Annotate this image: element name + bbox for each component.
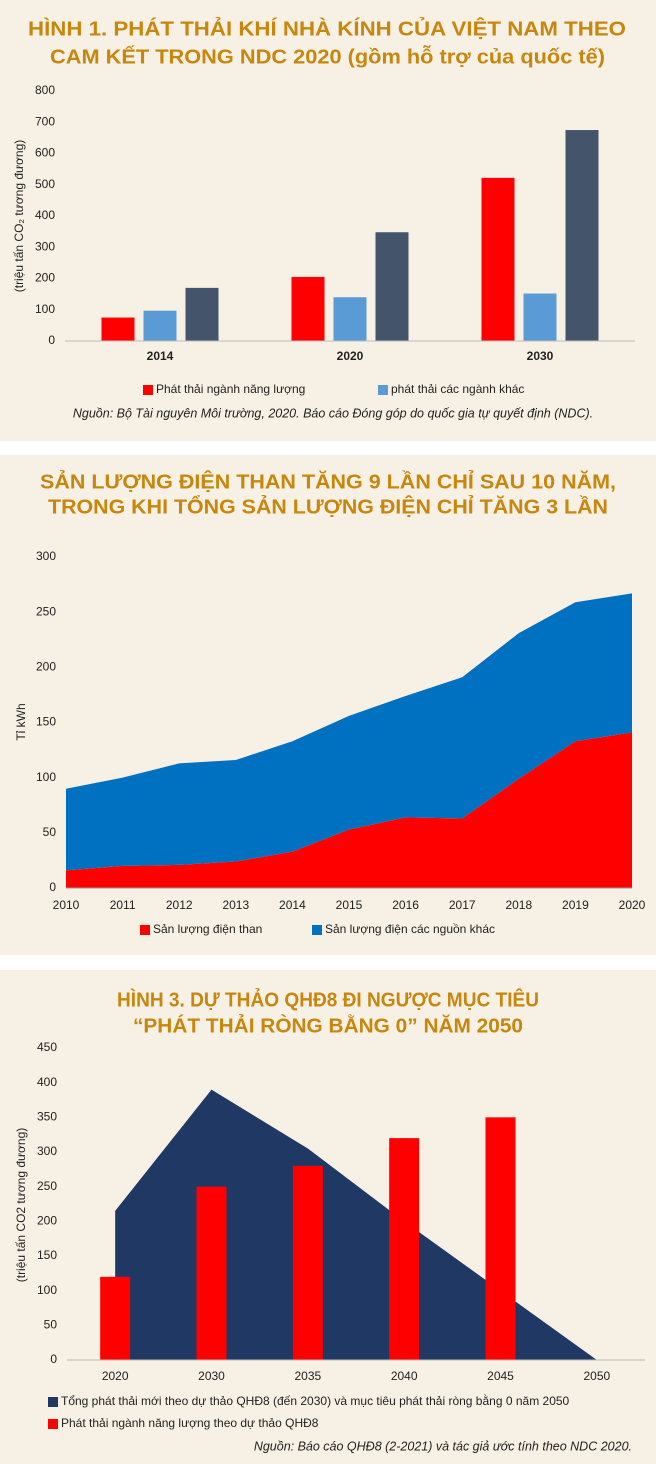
legend-label: Sản lượng điện than <box>153 922 262 936</box>
y-tick-label: 450 <box>37 1040 57 1054</box>
area <box>66 732 632 888</box>
y-axis-label: (triệu tấn CO2 tương đương) <box>14 1128 28 1283</box>
y-tick-label: 0 <box>50 1352 57 1366</box>
bar <box>375 232 409 341</box>
bar <box>185 287 219 341</box>
legend-label: Phát thải ngành năng lượng <box>156 382 305 396</box>
y-axis-label: Tỉ kWh <box>14 703 28 740</box>
area <box>115 1089 597 1360</box>
y-tick-label: 700 <box>35 114 55 128</box>
area <box>66 593 632 871</box>
y-tick-label: 100 <box>35 302 55 316</box>
bar <box>389 1138 420 1360</box>
chart-title: HÌNH 1. PHÁT THẢI KHÍ NHÀ KÍNH CỦA VIỆT … <box>28 16 626 40</box>
chart-title: TRONG KHI TỔNG SẢN LƯỢNG ĐIỆN CHỈ TĂNG 3… <box>48 494 608 518</box>
y-axis-label: (triệu tấn CO₂ tương đương) <box>12 140 26 293</box>
bar <box>101 317 135 341</box>
bar <box>485 1117 516 1360</box>
x-tick-label: 2010 <box>53 898 80 912</box>
x-tick-label: 2050 <box>583 1369 610 1383</box>
y-tick-label: 400 <box>37 1075 57 1089</box>
bar <box>291 276 325 341</box>
y-tick-label: 800 <box>35 83 55 97</box>
y-tick-label: 0 <box>48 333 55 347</box>
x-tick-label: 2018 <box>505 898 532 912</box>
legend-swatch <box>312 925 322 935</box>
y-tick-label: 300 <box>37 1144 57 1158</box>
x-tick-label: 2015 <box>336 898 363 912</box>
x-tick-label: 2020 <box>102 1369 129 1383</box>
y-tick-label: 200 <box>35 271 55 285</box>
chart-title: CAM KẾT TRONG NDC 2020 (gồm hỗ trợ của q… <box>50 44 605 68</box>
legend-swatch <box>378 385 388 395</box>
y-tick-label: 150 <box>37 1248 57 1262</box>
x-tick-label: 2011 <box>110 898 136 912</box>
legend-swatch <box>143 385 153 395</box>
y-tick-label: 300 <box>36 549 56 563</box>
x-tick-label: 2040 <box>391 1369 418 1383</box>
y-tick-label: 600 <box>35 146 55 160</box>
x-tick-label: 2014 <box>147 349 174 363</box>
y-tick-label: 300 <box>35 239 55 253</box>
chart-title: “PHÁT THẢI RÒNG BẰNG 0” NĂM 2050 <box>133 1013 523 1037</box>
x-tick-label: 2017 <box>449 898 476 912</box>
bar <box>100 1276 131 1360</box>
chart-title: HÌNH 3. DỰ THẢO QHĐ8 ĐI NGƯỢC MỤC TIÊU <box>117 987 539 1011</box>
x-tick-label: 2014 <box>279 898 306 912</box>
y-tick-label: 100 <box>37 1283 57 1297</box>
legend-swatch <box>140 925 150 935</box>
source-note: Nguồn: Báo cáo QHĐ8 (2-2021) và tác giả … <box>254 1439 632 1453</box>
bar <box>333 297 367 341</box>
x-tick-label: 2013 <box>222 898 249 912</box>
y-tick-label: 50 <box>43 825 57 839</box>
legend-label: phát thải các ngành khác <box>391 382 524 396</box>
legend-label: Tổng phát thải mới theo dự thảo QHĐ8 (đế… <box>61 1393 570 1408</box>
x-tick-label: 2035 <box>294 1369 321 1383</box>
bar <box>143 310 177 341</box>
panel <box>0 0 656 441</box>
x-tick-label: 2020 <box>337 349 364 363</box>
legend-label: Sản lượng điện các nguồn khác <box>325 922 495 936</box>
legend-swatch <box>48 1419 58 1429</box>
y-tick-label: 250 <box>37 1179 57 1193</box>
x-tick-label: 2012 <box>166 898 193 912</box>
y-tick-label: 50 <box>44 1318 58 1332</box>
y-tick-label: 150 <box>36 715 56 729</box>
y-tick-label: 500 <box>35 177 55 191</box>
bar <box>481 177 515 341</box>
x-tick-label: 2045 <box>487 1369 514 1383</box>
y-tick-label: 350 <box>37 1110 57 1124</box>
x-tick-label: 2030 <box>198 1369 225 1383</box>
x-tick-label: 2020 <box>619 898 646 912</box>
bar <box>523 293 557 341</box>
bar <box>565 130 599 341</box>
legend-label: Phát thải ngành năng lượng theo dự thảo … <box>61 1416 319 1430</box>
x-tick-label: 2030 <box>527 349 554 363</box>
y-tick-label: 100 <box>36 770 56 784</box>
y-tick-label: 200 <box>37 1214 57 1228</box>
source-note: Nguồn: Bộ Tài nguyên Môi trường, 2020. B… <box>73 406 593 420</box>
bar <box>196 1186 227 1360</box>
x-tick-label: 2016 <box>392 898 419 912</box>
legend-swatch <box>48 1397 58 1407</box>
y-tick-label: 400 <box>35 208 55 222</box>
chart-title: SẢN LƯỢNG ĐIỆN THAN TĂNG 9 LẦN CHỈ SAU 1… <box>40 469 616 493</box>
x-tick-label: 2019 <box>562 898 589 912</box>
y-tick-label: 250 <box>36 604 56 618</box>
y-tick-label: 0 <box>49 880 56 894</box>
y-tick-label: 200 <box>36 660 56 674</box>
bar <box>292 1165 323 1360</box>
